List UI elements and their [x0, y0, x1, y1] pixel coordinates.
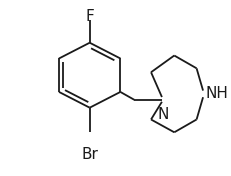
Text: N: N	[157, 107, 168, 122]
Text: NH: NH	[205, 86, 228, 101]
Text: Br: Br	[81, 147, 98, 162]
Text: F: F	[85, 9, 94, 24]
